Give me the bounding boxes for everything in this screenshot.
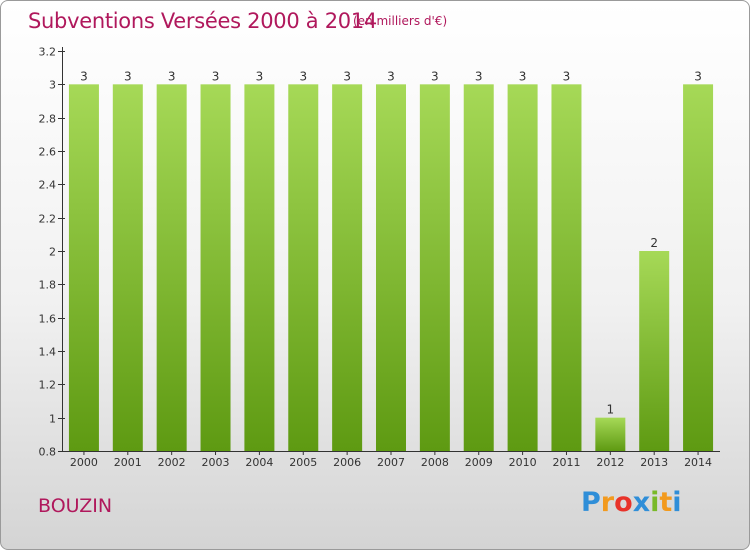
logo-letter: r (600, 487, 615, 518)
logo-letter: P (581, 487, 601, 518)
bar-value-label: 3 (124, 69, 132, 83)
bar (288, 84, 319, 451)
y-tick-label: 1.6 (39, 313, 57, 326)
bar (200, 84, 231, 451)
bar (551, 84, 582, 451)
x-tick-label: 2012 (596, 456, 624, 469)
bar (332, 84, 363, 451)
chart-subtitle: (en milliers d'€) (353, 14, 448, 28)
x-axis: 2000 2001 2002 2003 2004 2005 2006 2007 2008 2009… (62, 451, 720, 469)
y-tick-label: 2.2 (39, 213, 57, 226)
bar-value-label: 3 (519, 69, 527, 83)
bar-value-label: 3 (563, 69, 571, 83)
logo-letter: o (614, 487, 633, 518)
x-tick-label: 2003 (202, 456, 230, 469)
bar (156, 84, 187, 451)
x-tick-label: 2008 (421, 456, 449, 469)
proxiti-logo[interactable]: Proxiti (581, 487, 682, 518)
logo-letter: t (659, 487, 673, 518)
y-tick-label: 2.8 (39, 113, 57, 126)
bar-value-label: 2 (650, 236, 658, 250)
x-tick-label: 2013 (640, 456, 668, 469)
x-tick-label: 2006 (333, 456, 361, 469)
bar-value-label: 3 (431, 69, 439, 83)
bar (463, 84, 494, 451)
bar-value-label: 3 (299, 69, 307, 83)
y-tick-label: 1 (49, 413, 56, 426)
logo-letter: x (632, 487, 651, 518)
y-tick-label: 1.8 (39, 279, 57, 292)
x-tick-label: 2010 (509, 456, 537, 469)
x-tick-label: 2009 (465, 456, 493, 469)
bar-value-label: 3 (475, 69, 483, 83)
bar-value-label: 3 (168, 69, 176, 83)
bar-value-label: 3 (387, 69, 395, 83)
y-tick-label: 3.2 (39, 46, 57, 59)
bar-value-label: 3 (694, 69, 702, 83)
bar (376, 84, 406, 451)
bar (419, 84, 450, 451)
bar (683, 84, 714, 451)
bar-value-label: 3 (212, 69, 220, 83)
y-tick-label: 1.4 (39, 346, 57, 359)
y-axis: 0.8 1 1.2 1.4 1.6 1.8 2 2.2 2.4 2.6 2.8 3 3.2 (39, 46, 65, 459)
bar-value-label: 3 (343, 69, 351, 83)
x-tick-label: 2002 (158, 456, 186, 469)
bar (595, 417, 626, 451)
x-tick-label: 2014 (684, 456, 712, 469)
commune-name: BOUZIN (38, 495, 113, 517)
bars: 3 3 3 3 3 3 3 3 3 3 3 3 1 2 3 (68, 69, 714, 451)
chart-title: Subventions Versées 2000 à 2014 (28, 9, 377, 33)
bar (639, 251, 670, 451)
bar (68, 84, 99, 451)
bar-value-label: 3 (256, 69, 264, 83)
bar-value-label: 3 (80, 69, 88, 83)
y-tick-label: 3 (49, 79, 56, 92)
logo-letter: i (672, 487, 682, 518)
x-tick-label: 2011 (552, 456, 580, 469)
bar (112, 84, 143, 451)
x-tick-label: 2005 (289, 456, 317, 469)
bar (244, 84, 275, 451)
bar-value-label: 1 (607, 403, 615, 417)
x-tick-label: 2004 (245, 456, 273, 469)
bar (507, 84, 538, 451)
y-tick-label: 2.4 (39, 179, 57, 192)
y-tick-label: 2 (49, 246, 56, 259)
y-tick-label: 0.8 (39, 446, 57, 459)
x-tick-label: 2000 (70, 456, 98, 469)
y-tick-label: 1.2 (39, 379, 57, 392)
y-tick-label: 2.6 (39, 146, 57, 159)
x-tick-label: 2001 (114, 456, 142, 469)
x-tick-label: 2007 (377, 456, 405, 469)
logo-letter: i (650, 487, 660, 518)
